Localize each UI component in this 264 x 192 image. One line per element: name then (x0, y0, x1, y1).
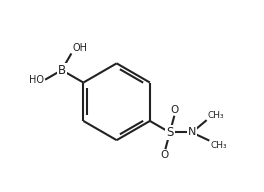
Text: CH₃: CH₃ (210, 141, 227, 150)
Text: B: B (58, 64, 66, 77)
Text: CH₃: CH₃ (208, 111, 224, 120)
Text: N: N (188, 127, 196, 137)
Text: S: S (166, 126, 173, 139)
Text: O: O (161, 150, 169, 160)
Text: O: O (171, 105, 179, 115)
Text: HO: HO (29, 75, 44, 85)
Text: OH: OH (72, 43, 87, 53)
